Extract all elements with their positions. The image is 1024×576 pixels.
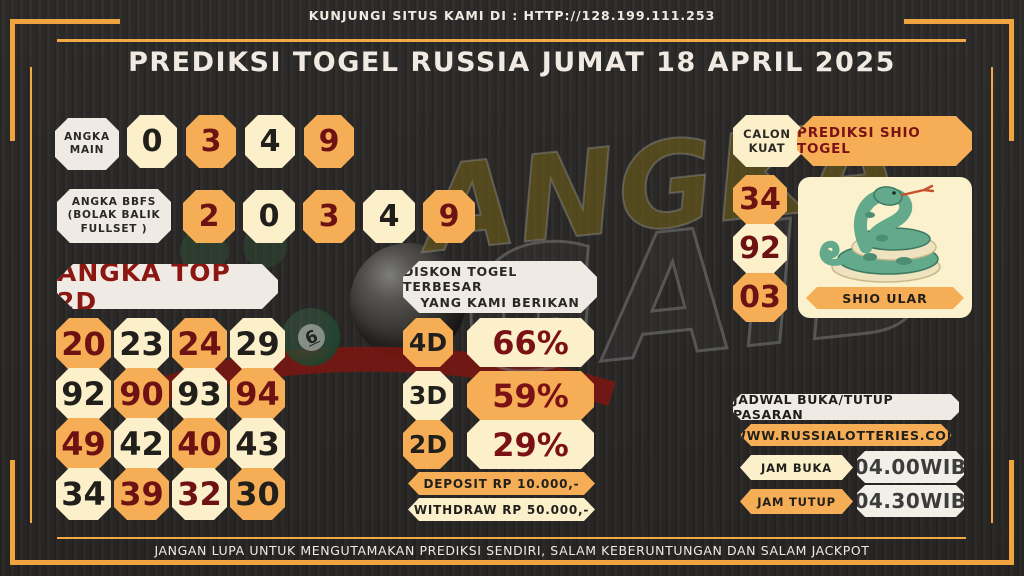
frame-inner-left-line — [30, 67, 32, 523]
diskon-row-label: 4D — [403, 318, 453, 367]
jam-buka-label: JAM BUKA — [740, 455, 853, 480]
diskon-title-line: YANG KAMI BERIKAN — [420, 294, 580, 310]
diskon-title: DISKON TOGEL TERBESAR YANG KAMI BERIKAN — [403, 261, 597, 313]
bbfs-label-line: ANGKA BBFS — [71, 196, 157, 209]
top2d-cell: 94 — [230, 368, 285, 420]
billiard-ball-6-icon: 6 — [282, 308, 340, 366]
six-ball-number: 6 — [293, 319, 329, 355]
top2d-cell: 49 — [56, 418, 111, 470]
calon-kuat-number: 34 — [733, 175, 787, 224]
top2d-cell: 93 — [172, 368, 227, 420]
frame-top-left-vertical — [10, 19, 15, 141]
top2d-cell: 90 — [114, 368, 169, 420]
diskon-row-percent: 59% — [467, 371, 594, 420]
bbfs-label-line: FULLSET ) — [80, 222, 148, 235]
angka-top-2d-title: ANGKA TOP 2D — [57, 264, 278, 309]
top2d-cell: 43 — [230, 418, 285, 470]
frame-inner-right-line — [991, 67, 993, 523]
top2d-cell: 30 — [230, 468, 285, 520]
diskon-row-percent: 66% — [467, 318, 594, 367]
calon-kuat-number: 92 — [733, 224, 787, 273]
calon-kuat-label: CALON KUAT — [733, 115, 801, 167]
shio-card: SHIO ULAR — [798, 177, 972, 318]
bbfs-digit: 0 — [243, 190, 295, 243]
frame-top-right-vertical — [1009, 19, 1014, 141]
frame-bottom-right-vertical — [1009, 460, 1014, 565]
jam-tutup-label: JAM TUTUP — [740, 489, 853, 514]
frame-bottom-left-vertical — [10, 460, 15, 565]
site-url-text[interactable]: KUNJUNGI SITUS KAMI DI : HTTP://128.199.… — [308, 8, 716, 23]
angka-bbfs-label: ANGKA BBFS (BOLAK BALIK FULLSET ) — [57, 189, 171, 243]
page-title: PREDIKSI TOGEL RUSSIA JUMAT 18 APRIL 202… — [128, 47, 896, 78]
withdraw-info: WITHDRAW RP 50.000,- — [408, 498, 595, 521]
shio-animal-label: SHIO ULAR — [806, 287, 964, 309]
top2d-cell: 92 — [56, 368, 111, 420]
calon-kuat-number: 03 — [733, 273, 787, 322]
deposit-info: DEPOSIT RP 10.000,- — [408, 472, 595, 495]
jam-tutup-value: 04.30WIB — [857, 485, 964, 517]
bbfs-digit: 2 — [183, 190, 235, 243]
top2d-cell: 40 — [172, 418, 227, 470]
angka-main-digit: 9 — [304, 115, 354, 168]
top2d-cell: 29 — [230, 318, 285, 370]
top2d-cell: 20 — [56, 318, 111, 370]
footer-divider — [57, 537, 966, 539]
top2d-cell: 39 — [114, 468, 169, 520]
header-divider — [57, 39, 966, 42]
diskon-title-line: DISKON TOGEL TERBESAR — [403, 263, 518, 295]
angka-main-digit: 3 — [186, 115, 236, 168]
frame-bottom-horizontal — [10, 560, 1014, 565]
diskon-row-percent: 29% — [467, 420, 594, 469]
bbfs-digit: 4 — [363, 190, 415, 243]
bbfs-label-line: (BOLAK BALIK — [67, 209, 161, 222]
footer-text: JANGAN LUPA UNTUK MENGUTAMAKAN PREDIKSI … — [154, 543, 870, 558]
jam-buka-value: 04.00WIB — [857, 451, 964, 483]
top2d-cell: 24 — [172, 318, 227, 370]
frame-top-right-horizontal — [904, 19, 1012, 24]
angka-main-digit: 0 — [127, 115, 177, 168]
diskon-row-label: 2D — [403, 420, 453, 469]
angka-main-digit: 4 — [245, 115, 295, 168]
diskon-row-label: 3D — [403, 371, 453, 420]
bbfs-digit: 3 — [303, 190, 355, 243]
angka-main-label: ANGKA MAIN — [55, 118, 119, 170]
top2d-cell: 34 — [56, 468, 111, 520]
bbfs-digit: 9 — [423, 190, 475, 243]
snake-illustration — [819, 184, 941, 283]
top2d-cell: 23 — [114, 318, 169, 370]
top2d-cell: 42 — [114, 418, 169, 470]
jadwal-title: JADWAL BUKA/TUTUP PASARAN — [733, 394, 959, 420]
prediksi-shio-header: PREDIKSI SHIO TOGEL — [797, 116, 972, 166]
frame-top-left-horizontal — [12, 19, 120, 24]
website-link[interactable]: WWW.RUSSIALOTTERIES.COM — [740, 424, 952, 446]
top2d-cell: 32 — [172, 468, 227, 520]
